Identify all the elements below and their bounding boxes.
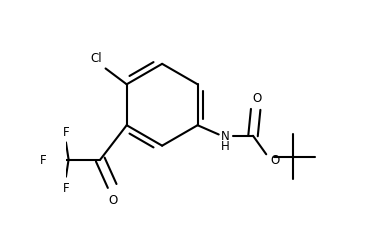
Text: N: N: [221, 130, 229, 143]
Text: F: F: [63, 181, 69, 194]
Text: O: O: [270, 153, 280, 166]
Text: Cl: Cl: [90, 52, 102, 65]
Text: F: F: [63, 126, 69, 139]
Text: O: O: [252, 92, 262, 105]
Text: F: F: [40, 153, 46, 166]
Text: O: O: [109, 193, 118, 206]
Text: H: H: [221, 140, 229, 153]
